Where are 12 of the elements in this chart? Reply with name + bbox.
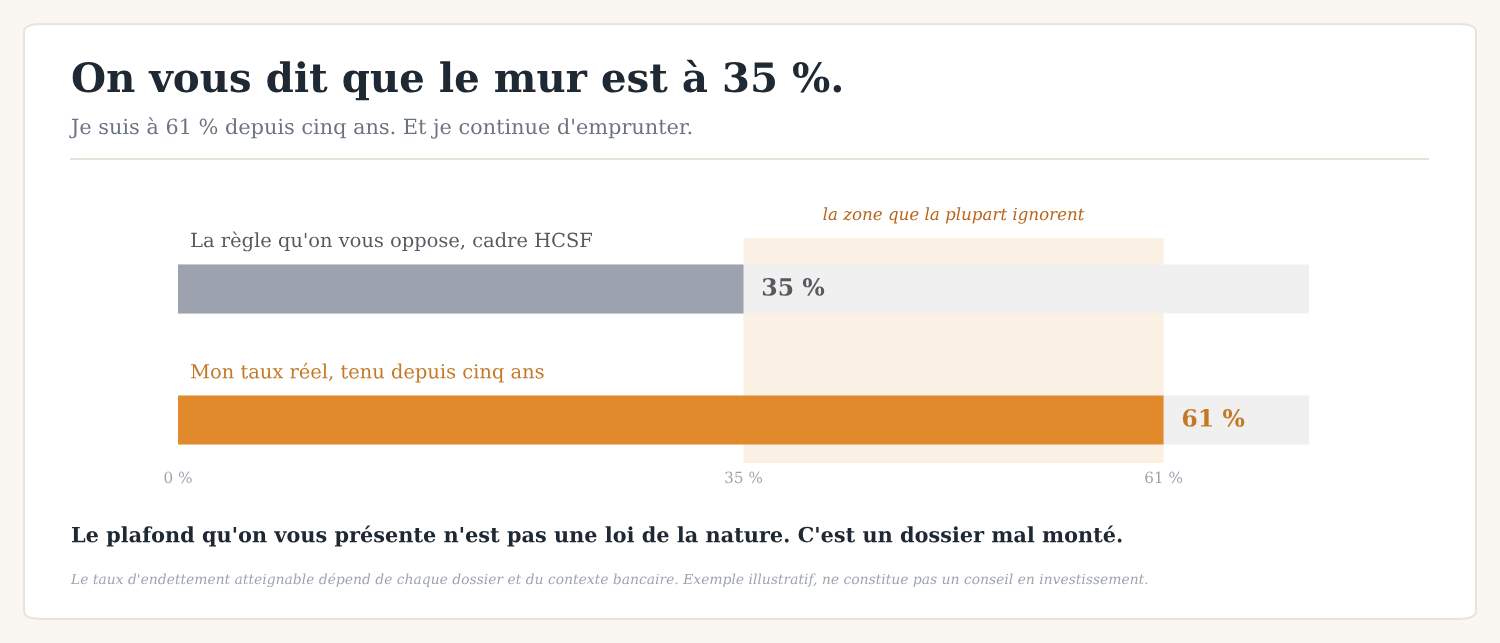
data-label: 35 % <box>762 277 825 296</box>
x-tick-label: 0 % <box>164 471 192 484</box>
chart-title: On vous dit que le mur est à 35 %. <box>72 59 842 101</box>
text: Le taux d'endettement atteignable dépend de chaque dossier et du contexte bancaire. Exemple illustratif, ne constitue pas un conseil en investissement. <box>70 572 1148 588</box>
text: Le plafond qu'on vous présente n'est pas une loi de la nature. C'est un dossier mal monté. <box>71 525 1122 547</box>
x-tick-label: 61 % <box>1145 471 1183 484</box>
chart-subtitle: Je suis à 61 % depuis cinq ans. Et je continue d'emprunter. <box>69 117 692 139</box>
band-label: la zone que la plupart ignorent <box>823 207 1085 224</box>
y-tick-label: Mon taux réel, tenu depuis cinq ans <box>191 362 544 383</box>
y-tick-label: La règle qu'on vous oppose, cadre HCSF <box>191 231 592 252</box>
x-tick-label: 35 % <box>725 471 763 484</box>
data-label: 61 % <box>1182 409 1245 427</box>
